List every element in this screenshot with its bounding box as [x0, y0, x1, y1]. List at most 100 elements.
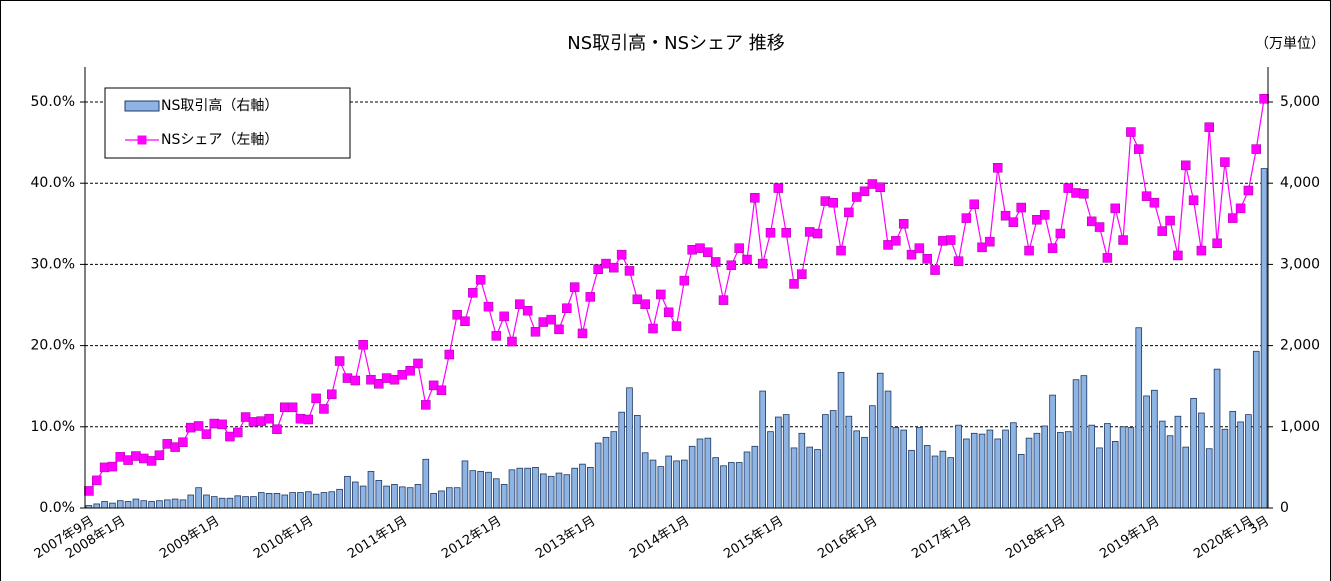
bar [116, 500, 124, 509]
bar [438, 490, 445, 509]
marker [475, 275, 486, 285]
bar [555, 472, 563, 509]
bar [986, 429, 994, 509]
marker [851, 192, 862, 202]
y2-tick-label: 0 [1280, 500, 1289, 516]
marker [906, 249, 917, 260]
bar [304, 491, 312, 509]
bar [1088, 424, 1096, 509]
bar [767, 431, 774, 509]
marker [217, 419, 227, 430]
marker [679, 275, 690, 286]
bar [806, 446, 813, 509]
bar [641, 452, 649, 509]
marker [1032, 214, 1042, 225]
bar [1143, 395, 1150, 509]
bar [1252, 350, 1260, 509]
bar [1057, 432, 1064, 509]
marker [757, 258, 768, 269]
y2-tick-label: 5,000 [1280, 94, 1320, 110]
marker [726, 260, 737, 270]
marker [491, 331, 502, 341]
marker [961, 213, 972, 223]
bar [994, 438, 1002, 509]
marker [914, 243, 925, 253]
bar [469, 470, 477, 509]
bar [861, 436, 868, 509]
bar [1002, 429, 1009, 509]
marker [1204, 122, 1214, 132]
bar [1041, 425, 1049, 509]
bar [532, 466, 539, 509]
bar [156, 500, 163, 509]
bar [1229, 410, 1237, 509]
bar [1245, 414, 1252, 509]
bar [978, 433, 986, 509]
bar [790, 447, 798, 509]
bar [500, 484, 508, 509]
marker [1024, 245, 1034, 256]
marker [1118, 235, 1128, 245]
bar [1033, 432, 1041, 509]
marker [585, 292, 596, 302]
bar [226, 497, 234, 509]
marker [1259, 94, 1269, 104]
marker [452, 309, 462, 320]
marker [1157, 226, 1167, 236]
bar [602, 436, 610, 509]
y2-tick-label: 1,000 [1280, 419, 1320, 435]
bar [696, 438, 704, 509]
bar [493, 478, 500, 509]
bar [634, 415, 641, 509]
bar [132, 498, 140, 509]
bar [563, 474, 571, 509]
marker [428, 380, 439, 391]
marker [632, 294, 643, 305]
bar [657, 466, 665, 509]
bar [1205, 448, 1213, 509]
marker [311, 393, 321, 404]
bar [688, 445, 696, 509]
marker [1016, 202, 1026, 213]
y-tick-label: 10.0% [31, 419, 75, 435]
bar [328, 491, 336, 509]
marker [327, 389, 337, 400]
bar [814, 449, 821, 509]
bar [1166, 435, 1174, 509]
y2-tick-label: 3,000 [1280, 256, 1320, 272]
marker [468, 288, 478, 298]
bar [571, 467, 578, 509]
marker [170, 442, 180, 452]
marker [1227, 213, 1238, 223]
bar [704, 437, 712, 509]
marker [945, 235, 956, 245]
bar [829, 410, 837, 509]
marker [272, 424, 282, 434]
bar [187, 494, 195, 509]
bar [1260, 168, 1268, 509]
bar [1025, 437, 1033, 509]
marker [483, 301, 494, 312]
bar [681, 459, 688, 509]
marker [1173, 250, 1183, 261]
marker [1008, 217, 1019, 227]
bar [869, 405, 876, 509]
marker [789, 279, 799, 289]
bar [1104, 423, 1111, 509]
bar [1064, 431, 1072, 509]
marker [554, 324, 564, 335]
marker [413, 358, 423, 369]
bar [587, 466, 594, 509]
bar [1182, 446, 1190, 509]
marker [624, 266, 635, 276]
bar [485, 471, 492, 509]
bar [884, 390, 892, 509]
bar [179, 499, 187, 509]
bar [359, 485, 367, 509]
bar [422, 458, 430, 509]
marker [515, 299, 525, 309]
marker [1102, 253, 1113, 263]
bar [610, 431, 618, 509]
bar [947, 457, 955, 509]
